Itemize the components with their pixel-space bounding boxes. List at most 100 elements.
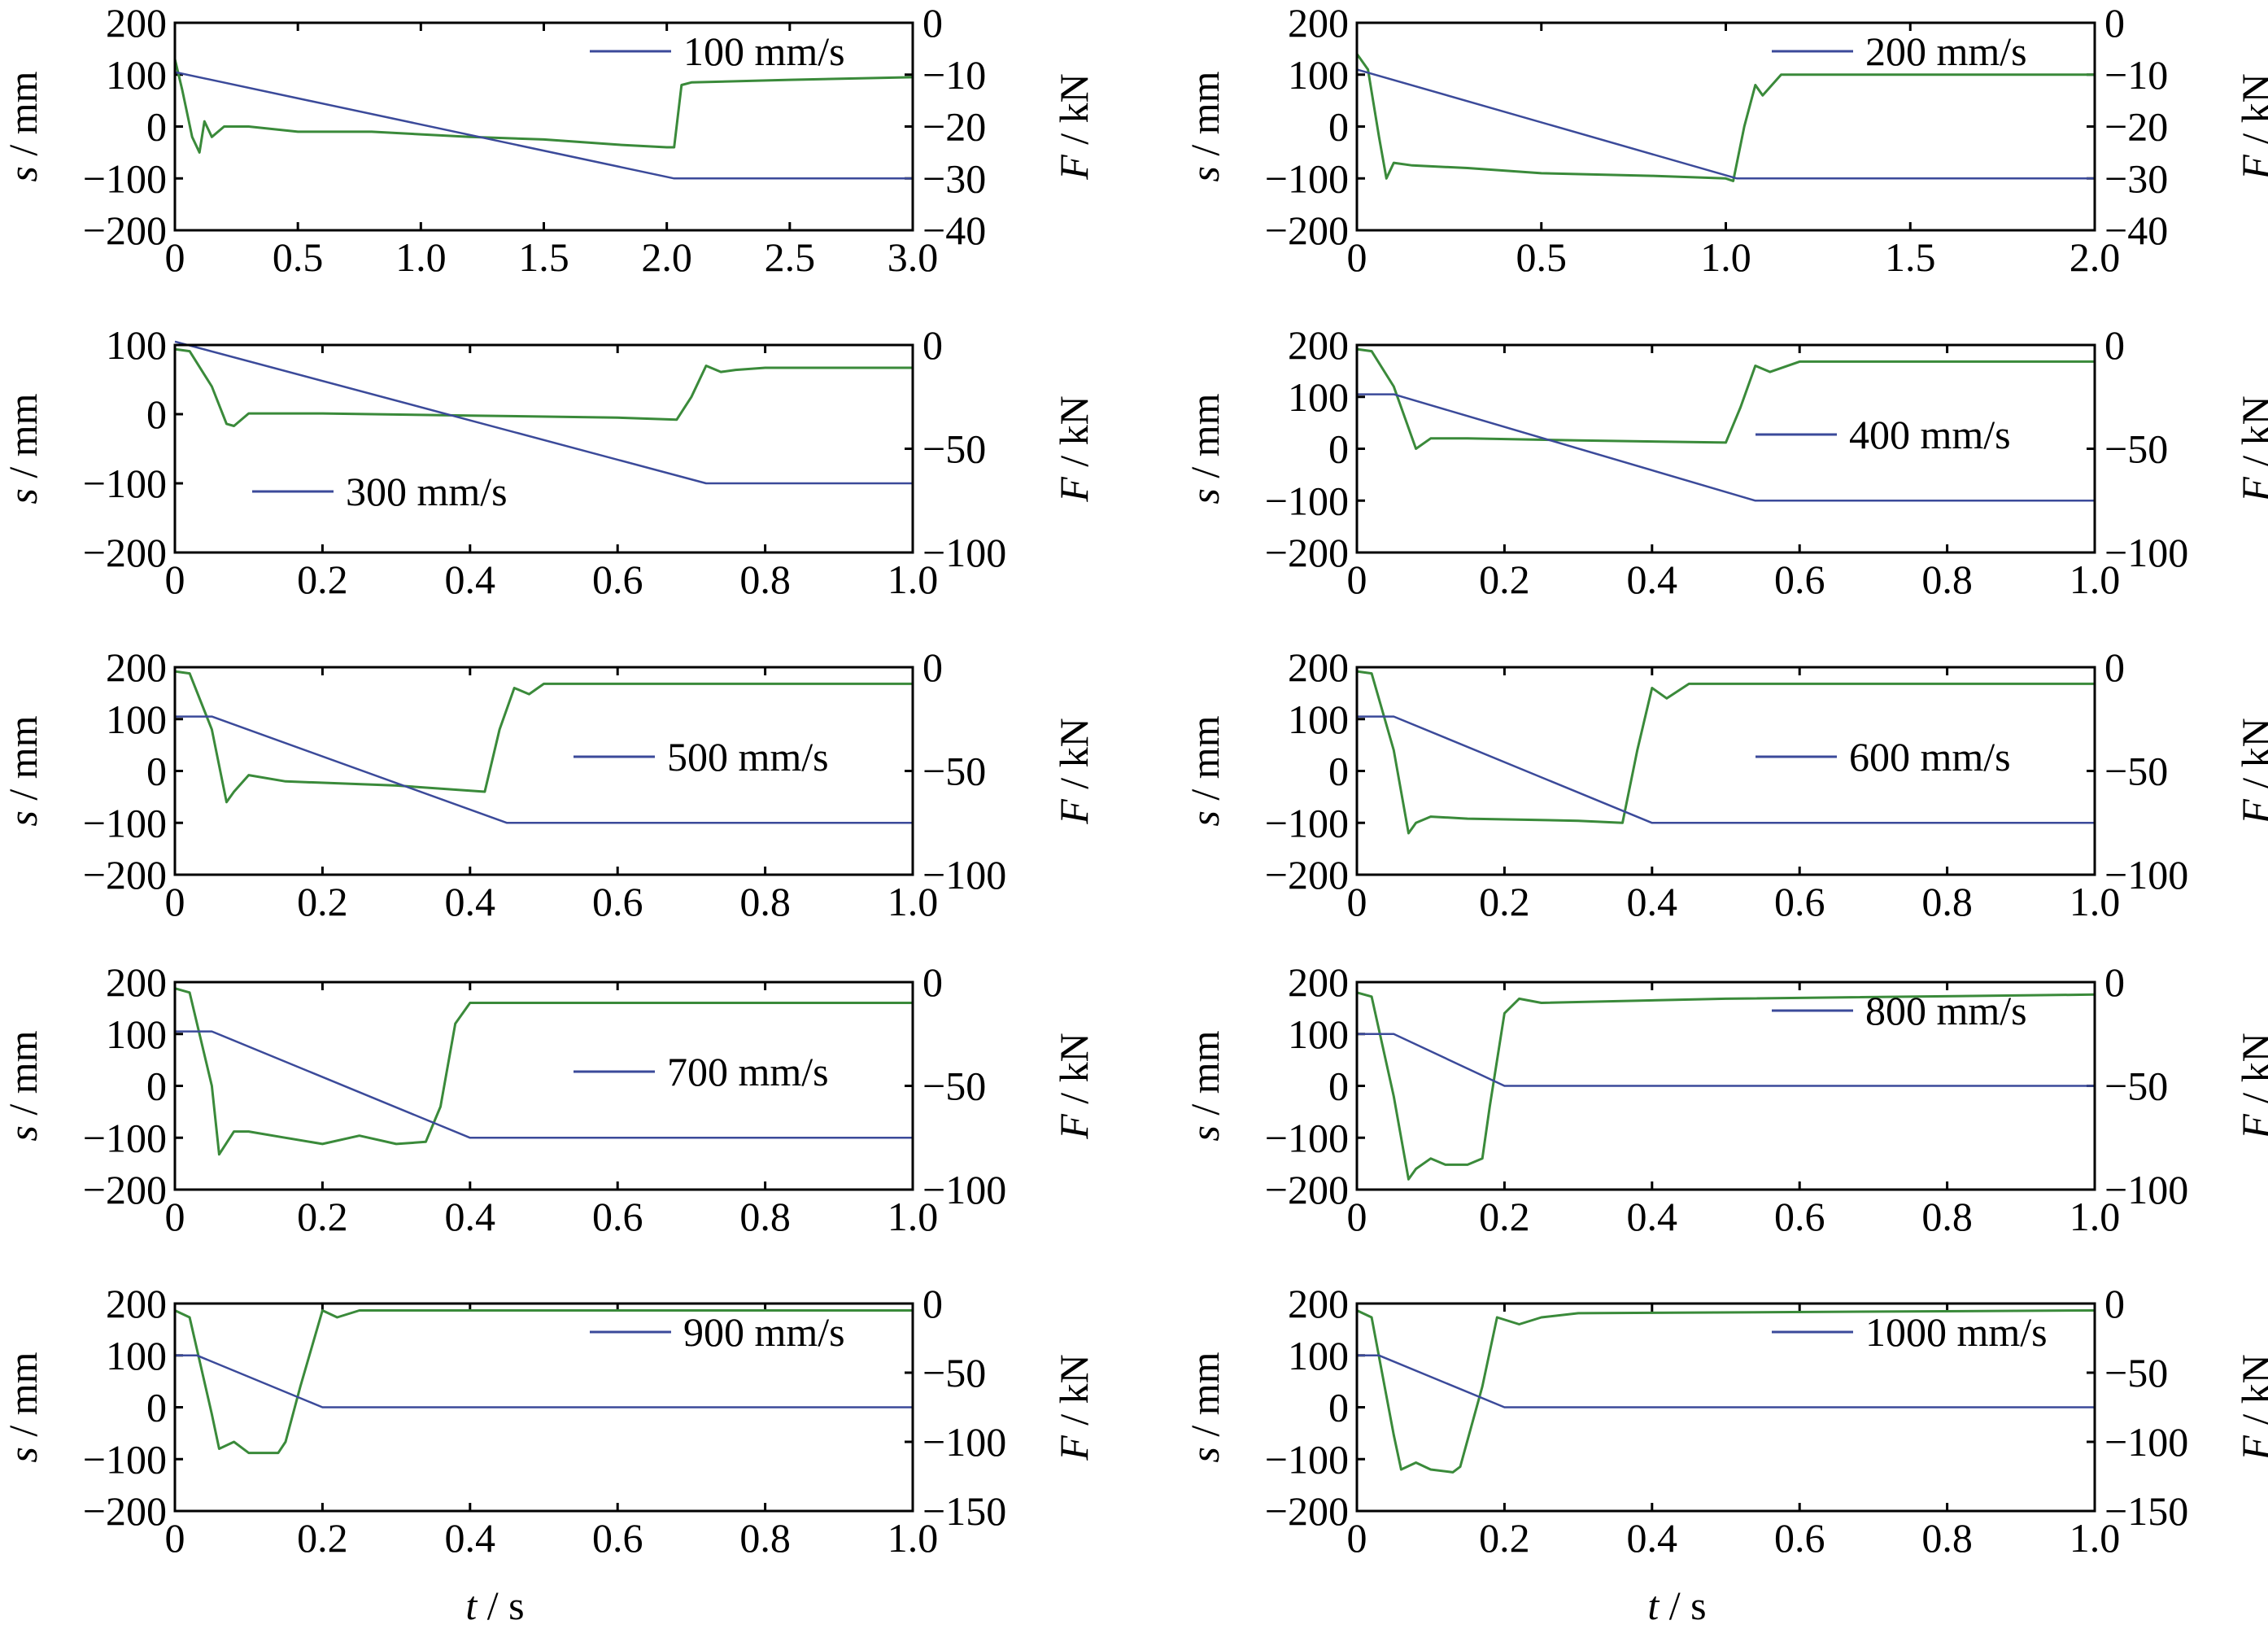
left-axis-label: s / mm: [1182, 1030, 1228, 1141]
displacement-series-line: [1356, 68, 2095, 180]
y2-tick-label: −40: [2104, 207, 2168, 253]
legend: 300 mm/s: [252, 469, 508, 514]
right-axis-label-var: F: [1051, 799, 1097, 825]
left-axis-label: s / mm: [0, 1030, 46, 1141]
left-axis-label: s / mm: [1182, 71, 1228, 181]
y2-tick-label: 0: [2104, 322, 2125, 368]
right-axis-label: F / kN: [1051, 1354, 1097, 1461]
right-axis-label: F / kN: [2233, 718, 2268, 825]
panel-6: 0 0.2 0.4 0.6 0.8 1.02001000−100−2000−50−1006…: [1182, 644, 2268, 924]
y-tick-label: −200: [1265, 1488, 1349, 1534]
force-series-line: [1356, 347, 2095, 450]
right-axis-label-unit: / kN: [2233, 1033, 2268, 1114]
legend-label: 800 mm/s: [1865, 988, 2027, 1033]
x-tick-label: 1.0: [888, 879, 939, 924]
x-tick-label: 0: [1347, 1515, 1367, 1561]
y-tick-label: 0: [146, 1385, 167, 1430]
right-axis-label-var: F: [2233, 477, 2268, 503]
x-tick-label: 0: [165, 1194, 185, 1239]
y2-tick-label: −50: [2104, 1063, 2168, 1109]
x-tick-label: 0.4: [1627, 879, 1678, 924]
displacement-series-line: [1357, 1354, 2095, 1408]
panel-4: 0 0.2 0.4 0.6 0.8 1.02001000−100−2000−50−1004…: [1182, 322, 2268, 602]
plot-frame: [173, 980, 914, 1191]
y2-tick-label: −100: [2104, 1419, 2188, 1465]
y-tick-label: 0: [146, 749, 167, 794]
x-tick-label: 0.6: [1774, 557, 1825, 602]
y-tick-label: −100: [1265, 478, 1349, 523]
x-tick-label: 0.2: [297, 1515, 348, 1561]
y-tick-label: 0: [1328, 426, 1349, 472]
displacement-series-line: [1357, 393, 2095, 502]
plot-frame: [1355, 1302, 2096, 1513]
right-axis-label-var: F: [2233, 155, 2268, 181]
left-axis-label-unit: / mm: [1182, 393, 1228, 488]
x-tick-label: 0.2: [1479, 1194, 1530, 1239]
y-tick-label: −100: [83, 461, 167, 506]
x-tick-label: 0: [165, 879, 185, 924]
left-axis-label-unit: / mm: [1182, 715, 1228, 810]
x-tick-label: 1.0: [888, 1515, 939, 1561]
x-tick-label: 0: [165, 234, 185, 280]
y2-tick-label: −50: [922, 1063, 986, 1109]
right-axis-label-unit: / kN: [2233, 1354, 2268, 1435]
legend-label: 900 mm/s: [683, 1309, 845, 1355]
y-tick-label: 0: [1328, 1063, 1349, 1109]
panel-1: 0 0.5 1.0 1.5 2.0 2.5 3.02001000−100−2000−10−2…: [0, 0, 1097, 280]
left-axis-label-unit: / mm: [1182, 1030, 1228, 1125]
right-axis-label-unit: / kN: [2233, 395, 2268, 477]
x-tick-label: 0.8: [739, 557, 791, 602]
y2-tick-label: −30: [922, 155, 986, 201]
y-tick-label: −200: [83, 207, 167, 253]
legend-label: 600 mm/s: [1849, 734, 2011, 780]
y-tick-label: 200: [106, 0, 167, 46]
y2-tick-label: 0: [922, 1281, 943, 1326]
y-tick-label: 200: [106, 1281, 167, 1326]
left-axis-label: s / mm: [0, 393, 46, 504]
y-tick-label: 200: [1288, 959, 1349, 1005]
force-series-line: [1356, 991, 2096, 1181]
right-axis-label: F / kN: [2233, 1354, 2268, 1461]
legend: 900 mm/s: [590, 1309, 845, 1355]
legend: 200 mm/s: [1772, 28, 2027, 74]
y-tick-label: −100: [1265, 1436, 1349, 1482]
x-tick-label: 0.2: [297, 557, 348, 602]
left-axis-label-var: s: [1182, 488, 1228, 504]
plot-frame: [173, 1302, 914, 1513]
x-tick-label: 0.6: [592, 879, 643, 924]
x-tick-label: 0.6: [1774, 879, 1825, 924]
left-axis-label-var: s: [1182, 810, 1228, 826]
x-tick-label: 3.0: [888, 234, 939, 280]
x-tick-label: 0.8: [739, 879, 791, 924]
y-tick-label: 100: [1288, 52, 1349, 98]
y-tick-label: 100: [1288, 1333, 1349, 1378]
force-series-line: [174, 670, 913, 804]
y2-tick-label: −100: [922, 1419, 1006, 1465]
left-axis-label-var: s: [0, 1125, 46, 1141]
x-tick-label: 2.0: [641, 234, 692, 280]
x-axis-label: t / s: [465, 1583, 524, 1628]
left-axis-label-unit: / mm: [0, 1352, 46, 1447]
plot-frame: [1355, 21, 2096, 232]
y-tick-label: 0: [1328, 1385, 1349, 1430]
force-series-line: [1356, 1309, 2096, 1474]
y-tick-label: 100: [1288, 374, 1349, 420]
y2-tick-label: −50: [922, 1350, 986, 1395]
x-axis-label-var: t: [1647, 1583, 1660, 1628]
x-tick-label: 2.5: [765, 234, 816, 280]
right-axis-label: F / kN: [1051, 395, 1097, 503]
panel-10: 0 0.2 0.4 0.6 0.8 1.02001000−100−2000−50−100−…: [1182, 1281, 2268, 1561]
x-tick-label: 0.2: [1479, 557, 1530, 602]
y-tick-label: 200: [1288, 322, 1349, 368]
y2-tick-label: −150: [922, 1488, 1006, 1534]
x-tick-label: 0.4: [1627, 1194, 1678, 1239]
y-tick-label: −100: [1265, 1115, 1349, 1160]
x-tick-label: 0.5: [1516, 234, 1568, 280]
left-axis-label-unit: / mm: [1182, 1352, 1228, 1447]
legend-label: 500 mm/s: [667, 734, 829, 780]
x-axis-label-unit: / s: [1659, 1583, 1706, 1628]
y-tick-label: 100: [106, 1333, 167, 1378]
x-tick-label: 0.4: [445, 1515, 496, 1561]
left-axis-label: s / mm: [0, 1352, 46, 1462]
x-tick-label: 0.2: [297, 879, 348, 924]
